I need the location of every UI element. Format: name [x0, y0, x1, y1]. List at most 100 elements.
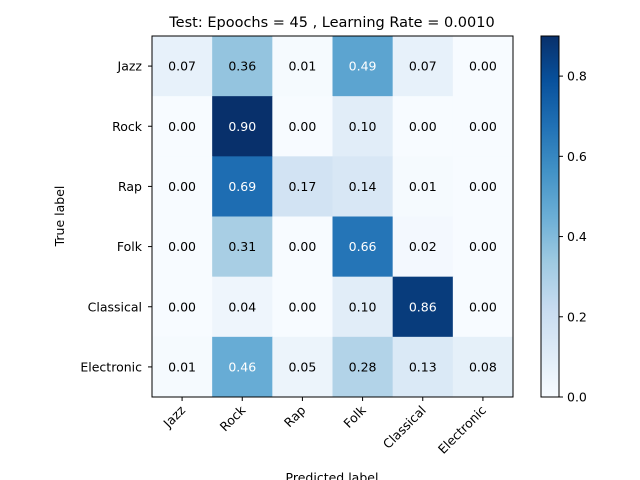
- cell-value-label: 0.00: [168, 119, 196, 134]
- cell-value-label: 0.14: [349, 179, 377, 194]
- colorbar-tick-label: 0.2: [567, 309, 587, 324]
- cell-value-label: 0.07: [409, 59, 437, 74]
- cell-value-label: 0.66: [349, 239, 377, 254]
- heatmap-cell: [392, 96, 454, 157]
- heatmap-cell: [152, 216, 213, 278]
- heatmap-cell: [212, 96, 273, 157]
- heatmap-cell: [152, 96, 213, 157]
- colorbar-tick-label: 0.8: [567, 69, 587, 84]
- cell-value-label: 0.07: [168, 59, 196, 74]
- cell-value-label: 0.00: [469, 299, 497, 314]
- cell-value-label: 0.31: [228, 239, 256, 254]
- y-tick-label: Folk: [117, 239, 143, 254]
- heatmap-cell: [272, 336, 333, 398]
- cell-value-label: 0.00: [168, 179, 196, 194]
- colorbar-tick-label: 0.6: [567, 149, 587, 164]
- heatmap-cell: [452, 216, 514, 278]
- x-tick-label: Rock: [217, 402, 249, 434]
- x-tick-label: Rap: [281, 402, 309, 430]
- colorbar-ticks: 0.0 0.2 0.4 0.6 0.8: [559, 69, 587, 405]
- cell-value-label: 0.02: [409, 239, 437, 254]
- heatmap-cell: [452, 156, 514, 217]
- cell-value-label: 0.69: [228, 179, 256, 194]
- heatmap-cell: [152, 276, 213, 338]
- heatmap-cell: [212, 156, 273, 217]
- cell-value-label: 0.05: [288, 359, 316, 374]
- heatmap-cell-labels: 0.07 0.36 0.01 0.49 0.07 0.00 0.00 0.90 0.00 0.10…: [168, 59, 497, 375]
- x-tick-label: Electronic: [435, 402, 489, 456]
- cell-value-label: 0.00: [409, 119, 437, 134]
- heatmap-cell: [332, 276, 394, 338]
- heatmap-cell: [272, 96, 333, 157]
- plot-frame: [151, 35, 514, 398]
- heatmap-cell: [392, 36, 454, 97]
- heatmap-cell: [152, 36, 213, 97]
- cell-value-label: 0.00: [469, 179, 497, 194]
- x-tick-label: Jazz: [160, 402, 189, 431]
- colorbar-tick-label: 0.0: [567, 390, 587, 405]
- heatmap-cell: [332, 36, 394, 97]
- y-tick-label: Classical: [88, 299, 142, 314]
- cell-value-label: 0.36: [228, 59, 256, 74]
- y-tick-label: Rap: [118, 179, 142, 194]
- cell-value-label: 0.00: [469, 119, 497, 134]
- y-axis-ticks: Jazz Rock Rap Folk Classical Electronic: [80, 59, 152, 374]
- heatmap-cell: [212, 276, 273, 338]
- colorbar-tick-label: 0.4: [567, 229, 587, 244]
- x-axis-ticks: Jazz Rock Rap Folk Classical Electronic: [160, 397, 489, 457]
- chart-title: Test: Epoochs = 45 , Learning Rate = 0.0…: [168, 15, 494, 31]
- cell-value-label: 0.00: [469, 59, 497, 74]
- heatmap-cell: [392, 336, 454, 398]
- cell-value-label: 0.01: [288, 59, 316, 74]
- heatmap-cell: [452, 336, 514, 398]
- cell-value-label: 0.00: [288, 239, 316, 254]
- heatmap-cell: [452, 276, 514, 338]
- cell-value-label: 0.00: [288, 299, 316, 314]
- cell-value-label: 0.00: [168, 299, 196, 314]
- heatmap-cell: [452, 96, 514, 157]
- heatmap-cell: [392, 276, 454, 338]
- y-tick-label: Electronic: [80, 359, 142, 374]
- cell-value-label: 0.90: [228, 119, 256, 134]
- y-tick-label: Jazz: [117, 59, 143, 74]
- heatmap-cell: [272, 216, 333, 278]
- heatmap-cell: [212, 36, 273, 97]
- y-tick-label: Rock: [112, 119, 143, 134]
- x-tick-label: Classical: [380, 403, 429, 452]
- cell-value-label: 0.01: [168, 359, 196, 374]
- cell-value-label: 0.28: [349, 359, 377, 374]
- heatmap-cell: [332, 216, 394, 278]
- cell-value-label: 0.17: [288, 179, 316, 194]
- heatmap-cell: [272, 36, 333, 97]
- x-axis-label: Predicted label: [286, 470, 379, 480]
- heatmap-cell: [272, 276, 333, 338]
- cell-value-label: 0.46: [228, 359, 256, 374]
- x-tick-label: Folk: [340, 402, 369, 431]
- heatmap-cell: [212, 216, 273, 278]
- cell-value-label: 0.08: [469, 359, 497, 374]
- cell-value-label: 0.04: [228, 299, 256, 314]
- cell-value-label: 0.00: [168, 239, 196, 254]
- heatmap-cell: [392, 156, 454, 217]
- heatmap-cell: [152, 156, 213, 217]
- colorbar: [540, 35, 560, 398]
- heatmap-cell: [212, 336, 273, 398]
- heatmap-cell: [452, 36, 514, 97]
- heatmap-cell: [332, 156, 394, 217]
- y-axis-label: True label: [52, 186, 67, 248]
- cell-value-label: 0.00: [469, 239, 497, 254]
- cell-value-label: 0.49: [349, 59, 377, 74]
- cell-value-label: 0.86: [409, 299, 437, 314]
- cell-value-label: 0.00: [288, 119, 316, 134]
- heatmap-cell: [332, 336, 394, 398]
- cell-value-label: 0.10: [349, 299, 377, 314]
- cell-value-label: 0.01: [409, 179, 437, 194]
- heatmap-cell: [152, 336, 213, 398]
- heatmap-cells: [152, 36, 514, 398]
- cell-value-label: 0.10: [349, 119, 377, 134]
- heatmap-cell: [332, 96, 394, 157]
- heatmap-cell: [272, 156, 333, 217]
- heatmap-cell: [392, 216, 454, 278]
- cell-value-label: 0.13: [409, 359, 437, 374]
